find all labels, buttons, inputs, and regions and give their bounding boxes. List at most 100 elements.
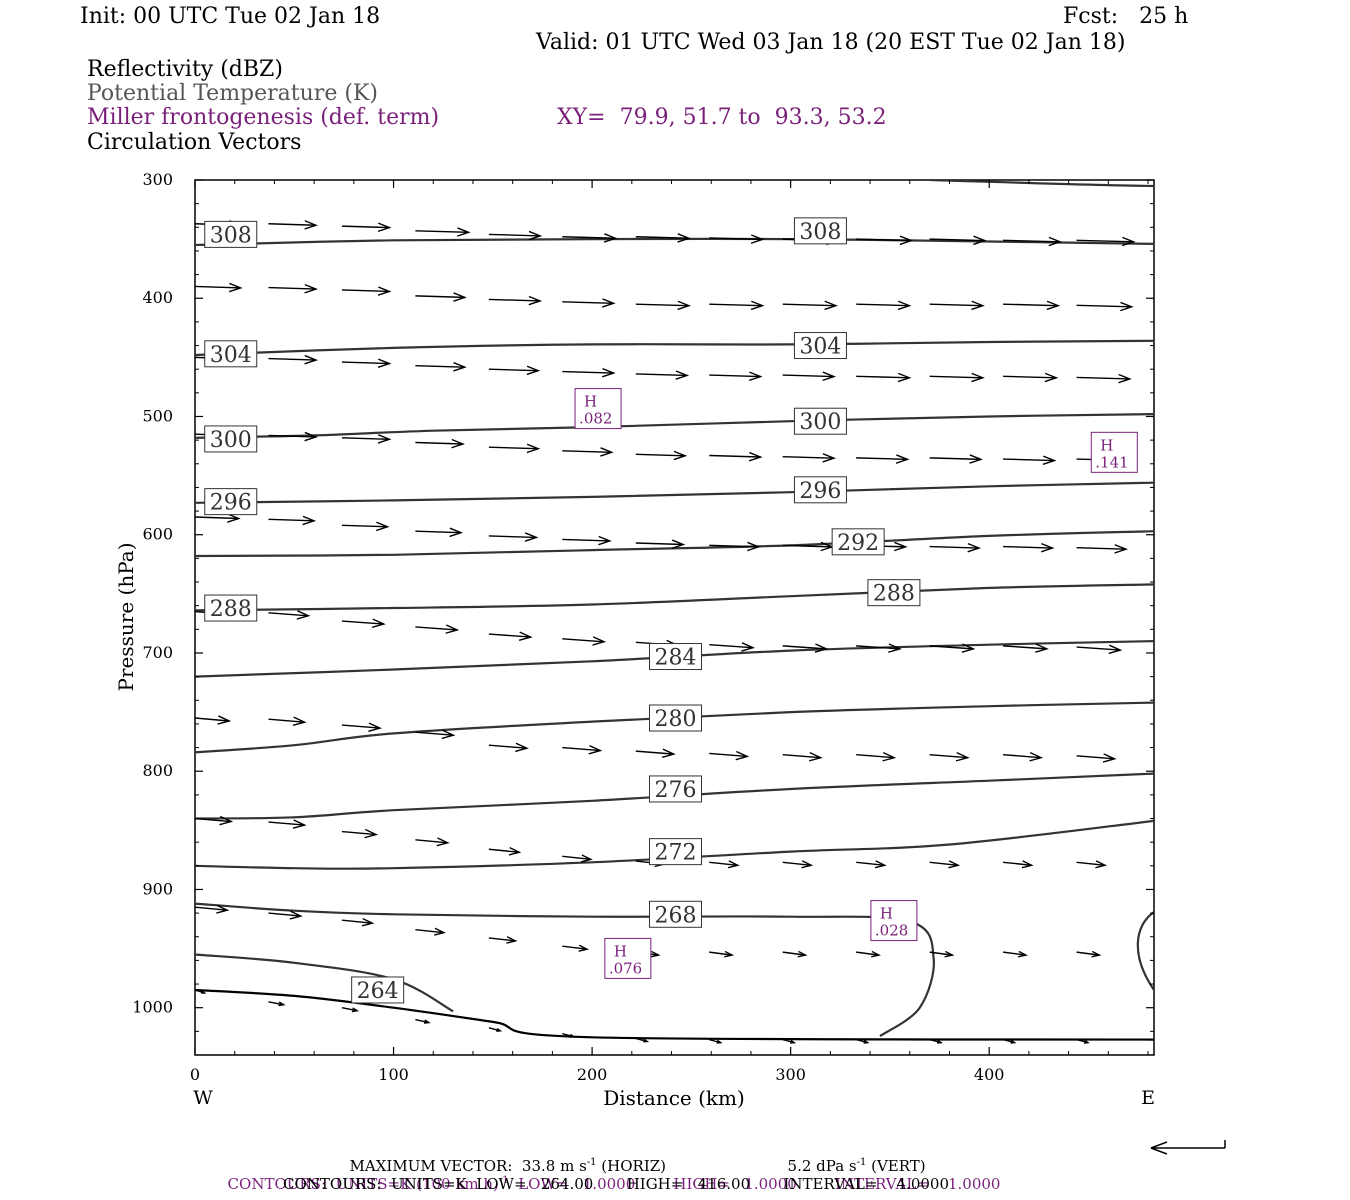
circulation-vector — [782, 371, 837, 382]
circulation-vector — [929, 300, 985, 311]
theta-contour-272 — [195, 819, 1154, 870]
circulation-vector — [268, 354, 319, 365]
circulation-vector — [195, 282, 243, 293]
frontogenesis-max-label: H — [584, 393, 597, 411]
x-tick-label: 300 — [775, 1065, 806, 1084]
x-tick-label: 0 — [190, 1065, 200, 1084]
y-tick-label: 800 — [142, 761, 173, 780]
circulation-vector — [782, 300, 838, 311]
circulation-vector — [415, 927, 446, 936]
circulation-vector — [782, 752, 823, 762]
footer-contours1-a: CONTOURS: UNITS=K (100 km h) — [227, 1175, 499, 1193]
circulation-vector — [709, 234, 765, 244]
circulation-vector — [195, 904, 230, 914]
circulation-vector — [562, 447, 614, 457]
valid-time: Valid: 01 UTC Wed 03 Jan 18 (20 EST Tue … — [536, 30, 1126, 55]
frontogenesis-max-box — [574, 388, 622, 430]
circulation-vector — [1076, 1038, 1090, 1044]
contour-label-box — [648, 900, 702, 928]
contour-label: 264 — [357, 979, 399, 1004]
frontogenesis-max-value: .082 — [579, 410, 612, 428]
circulation-vector — [709, 371, 763, 382]
circulation-vector — [1002, 1038, 1017, 1044]
footer-vert-text: 5.2 dPa s — [787, 1157, 857, 1175]
footer-contours1-b: LOW= 1.0000 HIGH= 1.0000 INTERVAL= 1.000… — [508, 1175, 1001, 1193]
contour-label: 296 — [210, 491, 252, 516]
x-tick-label: 400 — [974, 1065, 1005, 1084]
circulation-vector — [562, 744, 603, 755]
contour-label-box — [204, 488, 258, 516]
circulation-vector — [562, 233, 618, 243]
x-axis-title: Distance (km) — [603, 1086, 745, 1110]
circulation-vector — [782, 643, 829, 653]
reference-vector-arrow — [1150, 1140, 1226, 1155]
circulation-vector — [268, 283, 319, 294]
footer-vert-exp: -1 — [856, 1157, 867, 1168]
contour-label-box — [204, 425, 258, 453]
circulation-vector — [855, 1038, 870, 1044]
circulation-vector — [1003, 236, 1063, 247]
theta-contour-312 — [929, 180, 1154, 188]
footer-max-vector-exp: -1 — [586, 1157, 597, 1168]
contour-label: 300 — [210, 428, 252, 453]
circulation-vector — [415, 1018, 431, 1024]
circulation-vector — [415, 227, 471, 237]
contour-label: 300 — [799, 410, 841, 435]
circulation-vector — [195, 815, 234, 826]
circulation-vector — [268, 1001, 286, 1007]
circulation-vector — [929, 1038, 944, 1044]
x-tick-label: 100 — [378, 1065, 409, 1084]
circulation-vector — [488, 847, 522, 856]
y-tick-label: 600 — [142, 525, 173, 544]
contour-label: 296 — [799, 479, 841, 504]
circulation-vector — [635, 370, 690, 380]
theta-contour-300 — [195, 413, 1154, 439]
circulation-vector — [341, 828, 379, 839]
contour-label-box — [793, 332, 847, 360]
footer-vert: 5.2 dPa s-1 (VERT) — [778, 1139, 926, 1175]
field-circulation-vectors: Circulation Vectors — [87, 130, 302, 155]
circulation-vector — [929, 235, 987, 246]
circulation-vector — [1003, 860, 1034, 869]
circulation-vector — [856, 235, 914, 246]
frontogenesis-max-label: H — [614, 942, 627, 960]
circulation-vector — [488, 532, 539, 542]
frontogenesis-max-value: .076 — [609, 959, 642, 977]
circulation-vector — [562, 298, 616, 308]
circulation-vector — [856, 454, 910, 464]
circulation-vector — [1003, 542, 1055, 553]
y-tick-label: 400 — [142, 288, 173, 307]
circulation-vector — [1003, 455, 1057, 466]
circulation-vector — [1076, 753, 1117, 763]
circulation-vector — [415, 438, 465, 449]
circulation-vector — [929, 950, 955, 958]
cross-section-endpoints: XY= 79.9, 51.7 to 93.3, 53.2 — [557, 105, 887, 130]
circulation-vector — [1076, 236, 1136, 247]
x-tick-label: 200 — [577, 1065, 608, 1084]
y-tick-label: 300 — [142, 170, 173, 189]
theta-contour-280 — [195, 701, 1154, 754]
frontogenesis-max-box — [604, 937, 652, 979]
footer-max-vector: MAXIMUM VECTOR: 33.8 m s-1 (HORIZ) — [340, 1139, 666, 1175]
circulation-vector — [856, 950, 881, 958]
frontogenesis-max-label: H — [1100, 436, 1113, 454]
circulation-vector — [1076, 644, 1123, 655]
circulation-vector — [929, 860, 961, 869]
field-frontogenesis: Miller frontogenesis (def. term) — [87, 105, 440, 130]
circulation-vector — [709, 1038, 723, 1044]
circulation-vector — [488, 1027, 503, 1032]
circulation-vector — [415, 292, 467, 302]
frontogenesis-max-value: .141 — [1095, 453, 1128, 471]
contour-label-box — [648, 704, 702, 732]
circulation-vector — [562, 367, 616, 378]
circulation-vector — [1076, 950, 1102, 958]
theta-contour-276 — [195, 772, 1154, 820]
circulation-vector — [929, 542, 982, 553]
contour-label: 284 — [654, 646, 696, 671]
circulation-vector — [195, 715, 232, 725]
footer-contours1-exp: -1 — [498, 1175, 509, 1186]
circulation-vector — [1076, 301, 1134, 312]
theta-contour-268 — [195, 902, 935, 1038]
theta-contour-308 — [195, 237, 1154, 247]
circulation-vector — [488, 631, 533, 642]
